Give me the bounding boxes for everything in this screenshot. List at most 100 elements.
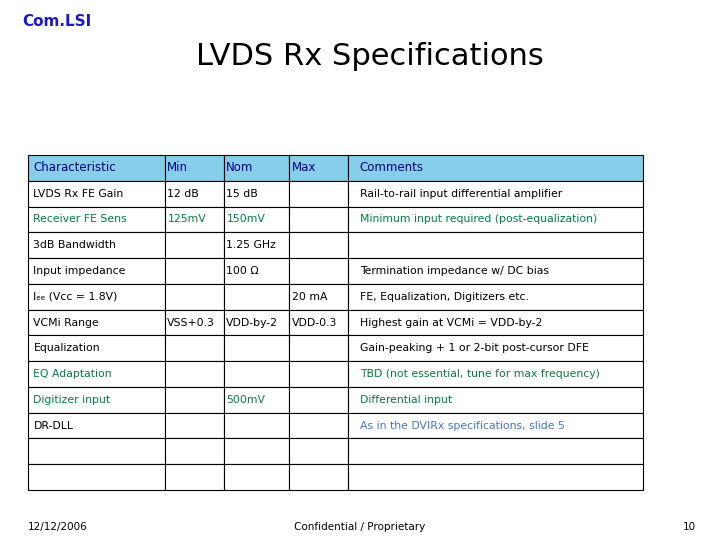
Text: VSS+0.3: VSS+0.3 <box>167 318 215 327</box>
Bar <box>224 438 289 464</box>
Bar <box>28 438 165 464</box>
Bar <box>348 438 642 464</box>
Bar <box>28 284 165 309</box>
Bar <box>28 361 165 387</box>
Bar <box>289 206 348 232</box>
Text: Nom: Nom <box>226 161 253 174</box>
Text: DR-DLL: DR-DLL <box>33 421 73 430</box>
Bar <box>165 206 224 232</box>
Bar <box>348 181 642 206</box>
Bar <box>348 284 642 309</box>
Bar <box>224 309 289 335</box>
Bar <box>224 361 289 387</box>
Text: 125mV: 125mV <box>167 214 206 225</box>
Bar <box>348 413 642 438</box>
Text: LVDS Rx Specifications: LVDS Rx Specifications <box>196 42 544 71</box>
Text: 20 mA: 20 mA <box>292 292 327 302</box>
Text: Comments: Comments <box>360 161 424 174</box>
Bar <box>348 206 642 232</box>
Text: Min: Min <box>167 161 189 174</box>
Bar <box>348 155 642 181</box>
Bar <box>224 258 289 284</box>
Bar <box>28 413 165 438</box>
Text: 100 Ω: 100 Ω <box>226 266 259 276</box>
Bar <box>28 206 165 232</box>
Bar <box>165 232 224 258</box>
Bar <box>165 335 224 361</box>
Bar <box>348 464 642 490</box>
Text: VDD-0.3: VDD-0.3 <box>292 318 337 327</box>
Bar <box>348 309 642 335</box>
Bar <box>224 335 289 361</box>
Text: Characteristic: Characteristic <box>33 161 116 174</box>
Bar <box>165 413 224 438</box>
Bar <box>289 464 348 490</box>
Text: Receiver FE Sens: Receiver FE Sens <box>33 214 127 225</box>
Bar <box>165 387 224 413</box>
Bar <box>165 181 224 206</box>
Text: TBD (not essential, tune for max frequency): TBD (not essential, tune for max frequen… <box>360 369 600 379</box>
Bar <box>224 232 289 258</box>
Text: Max: Max <box>292 161 316 174</box>
Bar <box>165 464 224 490</box>
Text: Differential input: Differential input <box>360 395 452 405</box>
Text: Termination impedance w/ DC bias: Termination impedance w/ DC bias <box>360 266 549 276</box>
Bar <box>289 413 348 438</box>
Bar <box>28 387 165 413</box>
Bar <box>165 438 224 464</box>
Bar <box>224 413 289 438</box>
Bar <box>165 258 224 284</box>
Text: 15 dB: 15 dB <box>226 188 258 199</box>
Bar <box>28 181 165 206</box>
Bar <box>224 464 289 490</box>
Bar <box>289 361 348 387</box>
Bar <box>28 232 165 258</box>
Text: FE, Equalization, Digitizers etc.: FE, Equalization, Digitizers etc. <box>360 292 528 302</box>
Bar <box>224 284 289 309</box>
Bar <box>165 309 224 335</box>
Bar <box>348 387 642 413</box>
Text: Confidential / Proprietary: Confidential / Proprietary <box>294 522 426 532</box>
Text: Digitizer input: Digitizer input <box>33 395 111 405</box>
Bar <box>289 387 348 413</box>
Bar <box>289 258 348 284</box>
Bar <box>224 387 289 413</box>
Text: 12 dB: 12 dB <box>167 188 199 199</box>
Text: Input impedance: Input impedance <box>33 266 126 276</box>
Bar <box>289 232 348 258</box>
Bar <box>224 155 289 181</box>
Text: Iₑₑ (Vcc = 1.8V): Iₑₑ (Vcc = 1.8V) <box>33 292 118 302</box>
Bar <box>165 361 224 387</box>
Bar <box>289 309 348 335</box>
Text: 3dB Bandwidth: 3dB Bandwidth <box>33 240 117 250</box>
Text: VCMi Range: VCMi Range <box>33 318 99 327</box>
Bar <box>348 258 642 284</box>
Bar <box>289 155 348 181</box>
Text: As in the DVIRx specifications, slide 5: As in the DVIRx specifications, slide 5 <box>360 421 564 430</box>
Bar <box>28 258 165 284</box>
Bar <box>289 284 348 309</box>
Text: 10: 10 <box>683 522 696 532</box>
Bar <box>224 181 289 206</box>
Bar <box>289 181 348 206</box>
Bar <box>348 335 642 361</box>
Bar <box>28 155 165 181</box>
Bar <box>224 206 289 232</box>
Bar <box>165 284 224 309</box>
Bar <box>289 335 348 361</box>
Bar <box>28 464 165 490</box>
Text: 12/12/2006: 12/12/2006 <box>28 522 88 532</box>
Text: EQ Adaptation: EQ Adaptation <box>33 369 112 379</box>
Text: 150mV: 150mV <box>226 214 265 225</box>
Bar <box>348 361 642 387</box>
Text: Gain-peaking + 1 or 2-bit post-cursor DFE: Gain-peaking + 1 or 2-bit post-cursor DF… <box>360 343 589 353</box>
Text: Com.LSI: Com.LSI <box>22 14 91 29</box>
Bar <box>28 335 165 361</box>
Text: Highest gain at VCMi = VDD-by-2: Highest gain at VCMi = VDD-by-2 <box>360 318 542 327</box>
Text: Equalization: Equalization <box>33 343 100 353</box>
Text: 1.25 GHz: 1.25 GHz <box>226 240 276 250</box>
Bar <box>289 438 348 464</box>
Text: Minimum input required (post-equalization): Minimum input required (post-equalizatio… <box>360 214 597 225</box>
Text: Rail-to-rail input differential amplifier: Rail-to-rail input differential amplifie… <box>360 188 562 199</box>
Bar <box>165 155 224 181</box>
